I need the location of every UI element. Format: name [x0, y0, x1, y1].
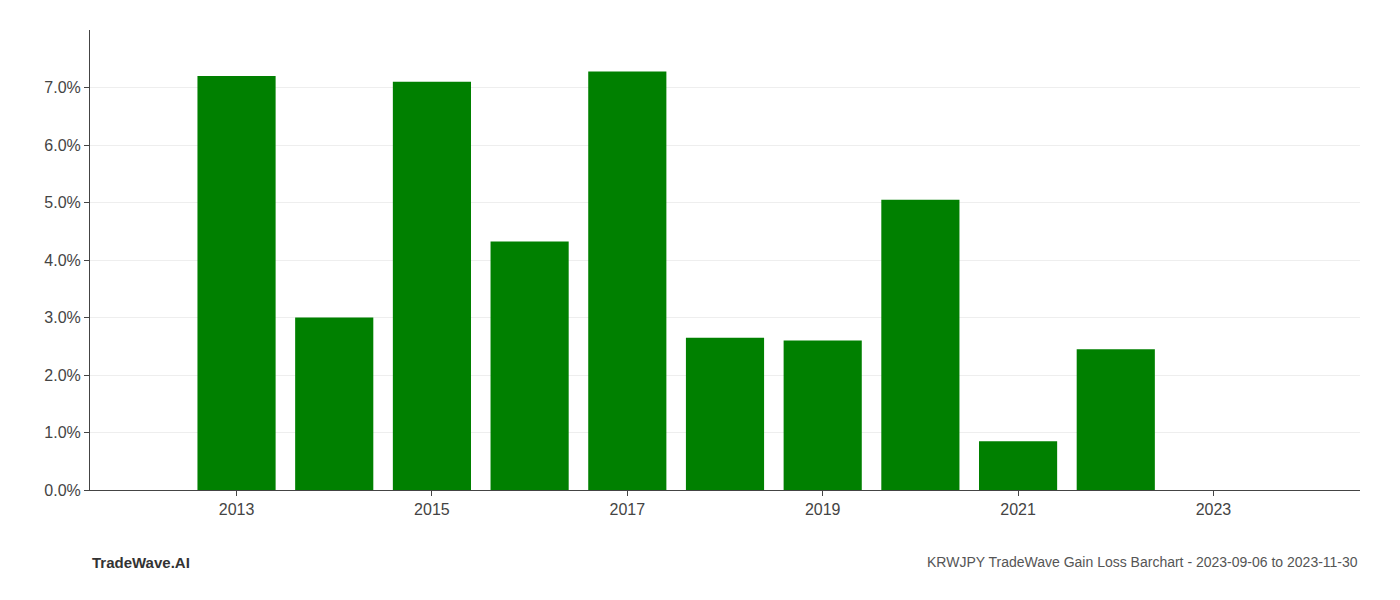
- svg-text:2015: 2015: [414, 501, 450, 518]
- svg-text:TradeWave.AI: TradeWave.AI: [92, 554, 190, 571]
- svg-text:2021: 2021: [1000, 501, 1036, 518]
- svg-text:4.0%: 4.0%: [44, 252, 80, 269]
- svg-text:2013: 2013: [219, 501, 255, 518]
- svg-text:2017: 2017: [610, 501, 646, 518]
- svg-text:1.0%: 1.0%: [44, 424, 80, 441]
- svg-text:5.0%: 5.0%: [44, 194, 80, 211]
- svg-text:7.0%: 7.0%: [44, 79, 80, 96]
- svg-text:6.0%: 6.0%: [44, 137, 80, 154]
- svg-text:2.0%: 2.0%: [44, 367, 80, 384]
- svg-text:3.0%: 3.0%: [44, 309, 80, 326]
- svg-text:2023: 2023: [1196, 501, 1232, 518]
- svg-text:2019: 2019: [805, 501, 841, 518]
- svg-text:0.0%: 0.0%: [44, 482, 80, 499]
- svg-text:KRWJPY TradeWave Gain Loss Bar: KRWJPY TradeWave Gain Loss Barchart - 20…: [927, 554, 1358, 570]
